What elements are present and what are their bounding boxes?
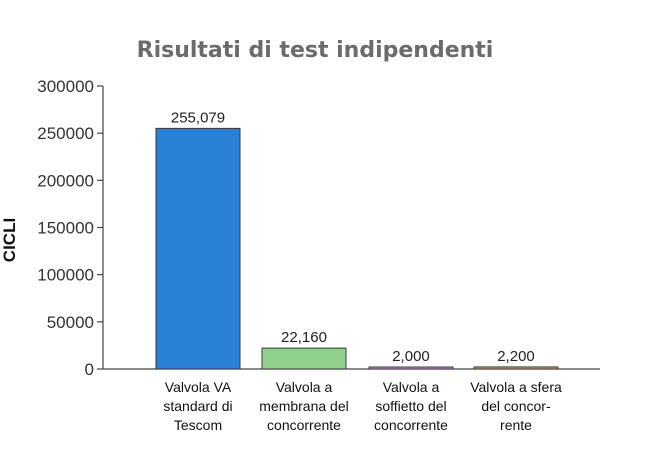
axes: 0 50000 100000 150000 200000 250000 300000 xyxy=(37,77,600,379)
category-label: membrana del xyxy=(259,398,349,414)
category-label: Valvola a sfera xyxy=(470,379,562,395)
bar xyxy=(368,366,454,370)
category-label: concorrente xyxy=(267,417,341,433)
data-label: 22,160 xyxy=(281,329,327,346)
data-label: 2,200 xyxy=(497,348,535,365)
y-tick-label: 50000 xyxy=(47,313,94,332)
chart-title: Risultati di test indipendenti xyxy=(137,38,494,63)
y-tick-label: 100000 xyxy=(37,266,94,285)
y-tick-label: 0 xyxy=(85,360,94,379)
y-tick-label: 200000 xyxy=(37,171,94,190)
bars xyxy=(155,127,559,370)
bar xyxy=(261,347,347,370)
bar xyxy=(473,366,559,370)
category-label: Valvola a xyxy=(276,379,333,395)
bar xyxy=(155,127,241,370)
y-tick-label: 250000 xyxy=(37,124,94,143)
category-label: Valvola a xyxy=(383,379,440,395)
category-label: Valvola VA xyxy=(165,379,232,395)
data-label: 255,079 xyxy=(171,109,225,126)
y-tick-label: 300000 xyxy=(37,77,94,96)
category-label: standard di xyxy=(163,398,232,414)
data-label: 2,000 xyxy=(392,348,430,365)
y-tick-label: 150000 xyxy=(37,219,94,238)
category-label: del concor- xyxy=(481,398,551,414)
category-label: concorrente xyxy=(374,417,448,433)
category-label: rente xyxy=(500,417,532,433)
category-labels: Valvola VA standard di Tescom Valvola a memb… xyxy=(163,379,562,433)
category-label: Tescom xyxy=(174,417,222,433)
category-label: soffietto del xyxy=(375,398,446,414)
y-axis-label: CICLI xyxy=(0,218,19,262)
data-labels: 255,079 22,160 2,000 2,200 xyxy=(171,109,535,365)
